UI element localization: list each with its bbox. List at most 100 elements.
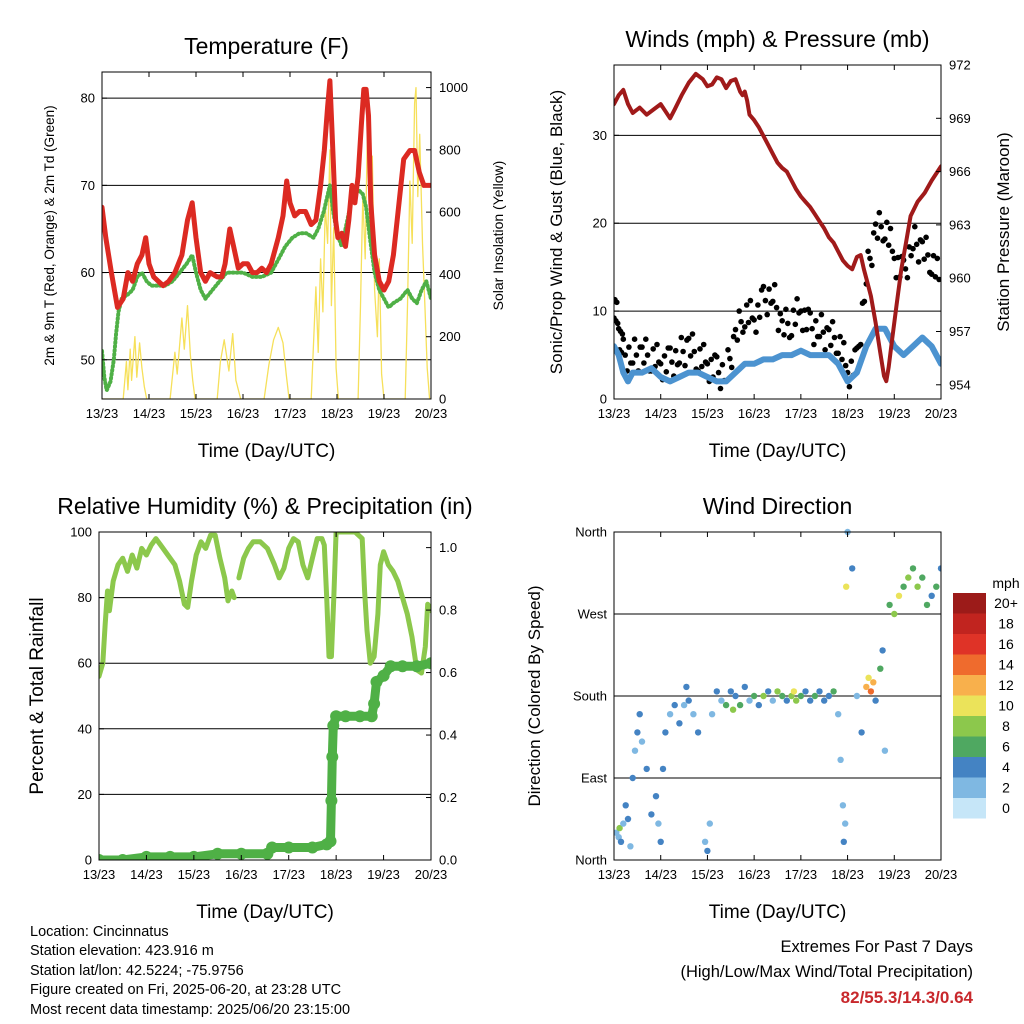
gust-point <box>633 352 640 358</box>
direction-point <box>629 774 636 782</box>
direction-point <box>638 738 646 745</box>
direction-point <box>937 565 941 572</box>
precip-point <box>368 697 381 710</box>
direction-point <box>741 683 748 691</box>
x-tick-label: 15/23 <box>180 406 213 421</box>
direction-point <box>853 692 861 700</box>
direction-point <box>659 765 667 773</box>
colorbar-swatch <box>953 736 986 757</box>
extremes-values: 82/55.3/14.3/0.64 <box>840 988 973 1007</box>
direction-point <box>811 692 819 700</box>
y2-tick-label: 960 <box>949 271 971 286</box>
direction-point <box>662 729 669 736</box>
x-tick-label: 20/23 <box>415 406 448 421</box>
x-tick-label: 19/23 <box>878 406 911 421</box>
precip-point <box>282 841 295 854</box>
gust-point <box>672 347 679 354</box>
colorbar-label: 2 <box>1002 780 1010 796</box>
gust-point <box>719 361 726 368</box>
speed-colorbar: mph 20+ 18 16 14 12 10 8 6 4 2 0 <box>953 575 1020 819</box>
direction-point <box>624 815 632 823</box>
x-tick-label: 13/23 <box>86 406 119 421</box>
precip-point <box>306 841 319 854</box>
y2-axis-label: Station Pressure (Maroon) <box>994 132 1013 331</box>
direction-point <box>914 583 921 590</box>
direction-point <box>807 697 814 704</box>
direction-point <box>849 565 856 572</box>
y-axis-label: Percent & Total Rainfall <box>27 597 48 794</box>
x-tick-label: 18/23 <box>321 406 354 421</box>
station-info: Location: Cincinnatus Station elevation:… <box>30 923 350 1020</box>
gust-point <box>831 334 838 341</box>
plot-frame <box>98 531 432 861</box>
direction-point <box>760 692 767 700</box>
gust-point <box>738 318 744 325</box>
wind_direction-panel: 13/23 14/23 15/23 16/23 17/23 18/23 19/23 20/23… <box>525 493 1020 923</box>
precip-point <box>324 835 337 848</box>
y2-tick-label: 0.2 <box>439 790 457 805</box>
y-tick-label: 60 <box>78 656 92 671</box>
direction-point <box>694 729 702 736</box>
direction-point <box>825 692 833 700</box>
x-tick-label: 16/23 <box>225 867 258 882</box>
gust-point <box>732 326 739 333</box>
direction-point <box>790 688 798 695</box>
x-axis-label: Time (Day/UTC) <box>198 441 336 462</box>
gust-point <box>865 248 871 255</box>
direction-point <box>779 692 786 700</box>
gust-point <box>790 307 797 314</box>
direction-point <box>865 674 872 681</box>
gust-point <box>915 259 922 265</box>
temperature-plot <box>102 78 431 399</box>
gust-point <box>904 274 911 281</box>
gust-point <box>747 297 754 304</box>
precip-point <box>353 710 366 723</box>
y-axis-label: Sonic/Prop Wind & Gust (Blue, Black) <box>547 90 566 374</box>
colorbar-swatch <box>953 613 986 634</box>
x-tick-label: 13/23 <box>83 867 116 882</box>
gust-point <box>788 332 795 339</box>
x-tick-label: 17/23 <box>785 867 818 882</box>
y-axis-label: Direction (Colored By Speed) <box>525 585 544 806</box>
gust-point <box>751 317 757 323</box>
colorbar-swatch <box>953 798 986 819</box>
direction-point <box>666 711 674 718</box>
direction-point <box>923 601 931 609</box>
direction-point <box>886 601 893 609</box>
temperature-panel: 13/23 14/23 15/23 16/23 17/23 18/23 19/23 20/23… <box>42 33 506 462</box>
gust-point <box>910 245 916 252</box>
x-tick-label: 20/23 <box>925 406 958 421</box>
colorbar-swatch <box>953 593 986 614</box>
direction-point <box>895 592 903 599</box>
direction-point <box>657 838 664 845</box>
direction-point <box>648 811 655 818</box>
gust-point <box>878 223 884 230</box>
direction-point <box>683 683 690 691</box>
precip-line <box>99 658 431 860</box>
x-tick-label: 13/23 <box>598 406 631 421</box>
direction-point <box>746 697 753 704</box>
direction-point <box>928 592 935 599</box>
direction-point <box>622 802 629 809</box>
gust-point <box>764 311 770 318</box>
x-tick-label: 19/23 <box>368 406 401 421</box>
y-tick-label: 80 <box>78 590 92 605</box>
gust-point <box>699 363 705 370</box>
y-tick-label: 100 <box>70 525 92 540</box>
direction-point <box>643 765 650 773</box>
extremes-title: Extremes For Past 7 Days <box>780 938 973 956</box>
rh-line <box>236 532 431 676</box>
gust-point <box>715 369 722 376</box>
y-tick-label: 60 <box>81 265 95 280</box>
direction-point <box>867 688 875 695</box>
gust-point <box>913 241 920 248</box>
x-tick-label: 17/23 <box>274 406 307 421</box>
gust-point <box>785 320 791 327</box>
gust-point <box>820 329 827 336</box>
gust-point <box>629 360 636 366</box>
gust-point <box>870 230 877 236</box>
x-tick-label: 15/23 <box>178 867 211 882</box>
precip-point <box>384 660 397 673</box>
gust-point <box>912 223 918 230</box>
gust-point <box>770 298 776 305</box>
